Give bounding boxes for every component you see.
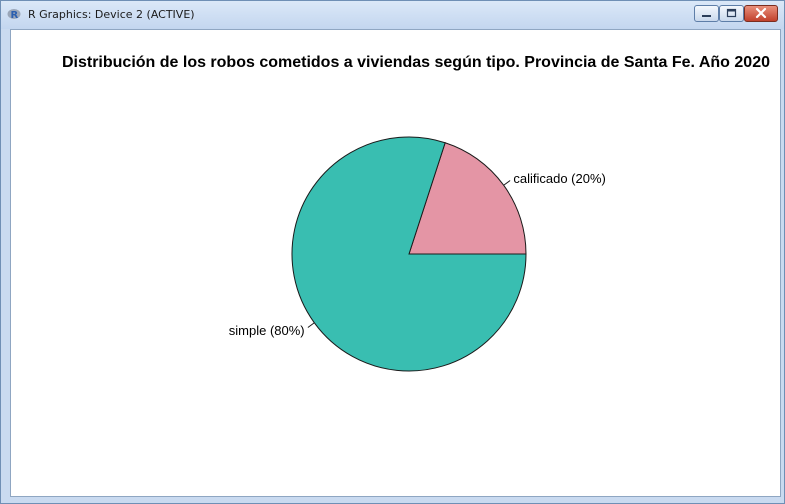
pie-slice-calificado — [408, 142, 527, 255]
plot-canvas: Distribución de los robos cometidos a vi… — [10, 29, 781, 497]
chart-title: Distribución de los robos cometidos a vi… — [61, 54, 770, 71]
minimize-button[interactable] — [694, 5, 719, 22]
svg-text:R: R — [11, 10, 19, 21]
slice-label-simple: simple (80%) — [229, 323, 305, 338]
maximize-icon — [726, 8, 737, 18]
pie-chart: calificado (20%) simple (80%) — [229, 136, 606, 372]
label-leader-simple — [307, 322, 315, 328]
r-logo-icon: R — [7, 9, 21, 21]
maximize-button[interactable] — [719, 5, 744, 22]
minimize-icon — [702, 15, 711, 17]
pie-slice-simple — [291, 136, 527, 372]
label-leader-calificado — [503, 180, 511, 186]
slice-label-calificado: calificado (20%) — [513, 171, 606, 186]
close-icon — [755, 7, 767, 19]
close-button[interactable] — [744, 5, 778, 22]
title-bar[interactable]: R R Graphics: Device 2 (ACTIVE) — [1, 1, 784, 29]
window-title: R Graphics: Device 2 (ACTIVE) — [28, 8, 195, 21]
